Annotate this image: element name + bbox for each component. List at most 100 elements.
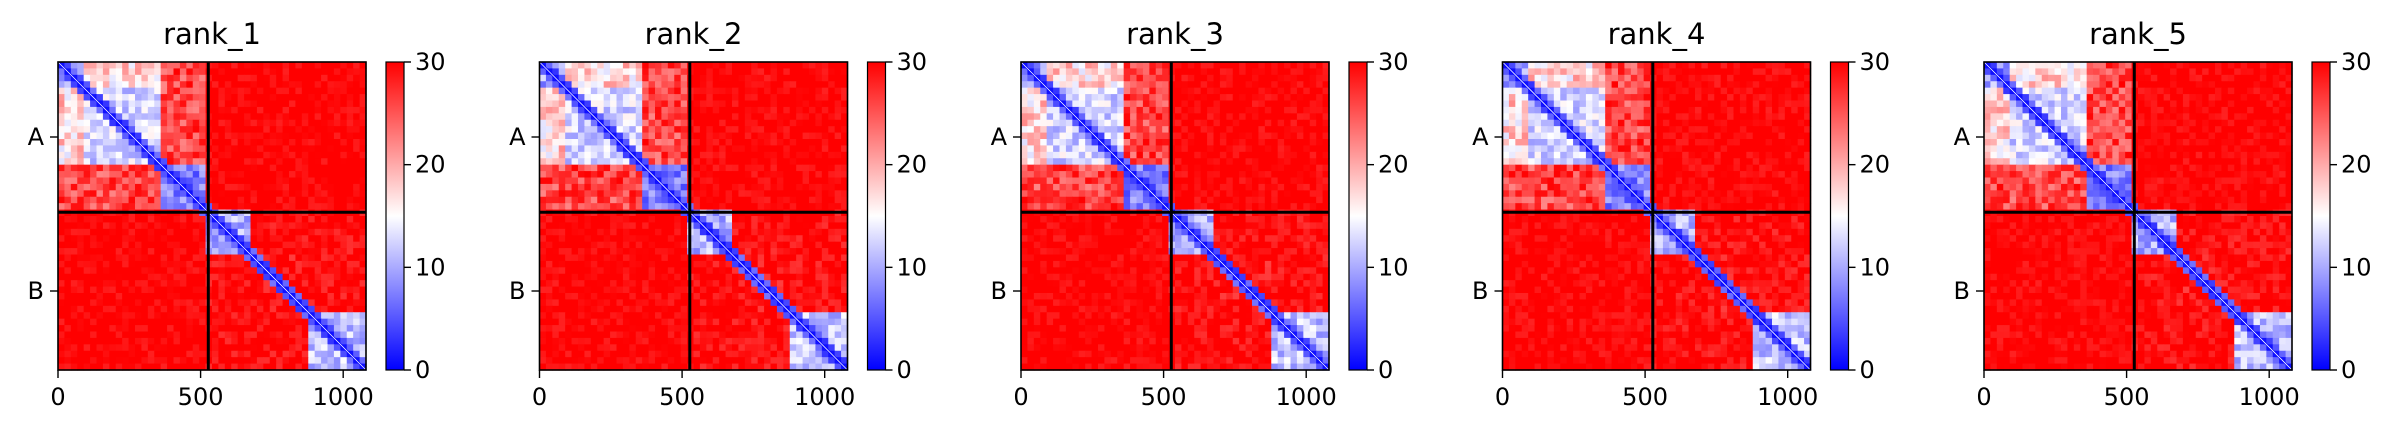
heatmap-cell	[1245, 62, 1253, 70]
heatmap-cell	[179, 228, 187, 236]
heatmap-cell	[725, 203, 733, 211]
heatmap-cell	[1110, 74, 1118, 82]
heatmap-cell	[770, 196, 778, 204]
heatmap-cell	[828, 331, 836, 339]
heatmap-cell	[680, 164, 688, 172]
heatmap-cell	[802, 318, 810, 326]
heatmap-cell	[655, 363, 663, 371]
heatmap-cell	[218, 100, 226, 108]
heatmap-cell	[141, 357, 149, 365]
heatmap-cell	[173, 222, 181, 230]
heatmap-cell	[802, 158, 810, 166]
heatmap-cell	[584, 81, 592, 89]
heatmap-cell	[1078, 81, 1086, 89]
heatmap-cell	[147, 203, 155, 211]
heatmap-cell	[340, 68, 348, 76]
heatmap-cell	[135, 81, 143, 89]
heatmap-cell	[218, 337, 226, 345]
heatmap-cell	[770, 177, 778, 185]
heatmap-cell	[263, 119, 271, 127]
heatmap-cell	[584, 350, 592, 358]
heatmap-cell	[751, 171, 759, 179]
heatmap-cell	[655, 151, 663, 159]
heatmap-cell	[590, 216, 598, 224]
heatmap-cell	[719, 318, 727, 326]
heatmap-cell	[764, 113, 772, 121]
heatmap-cell	[77, 293, 85, 301]
heatmap-cell	[584, 331, 592, 339]
heatmap-cell	[147, 222, 155, 230]
heatmap-cell	[282, 331, 290, 339]
heatmap-cell	[186, 203, 194, 211]
heatmap-cell	[1194, 100, 1202, 108]
heatmap-cell	[1104, 62, 1112, 70]
heatmap-cell	[321, 331, 329, 339]
heatmap-cell	[770, 183, 778, 191]
heatmap-cell	[160, 293, 168, 301]
heatmap-cell	[340, 139, 348, 147]
heatmap-cell	[77, 113, 85, 121]
heatmap-cell	[70, 106, 78, 114]
heatmap-cell	[282, 350, 290, 358]
heatmap-cell	[179, 325, 187, 333]
heatmap-cell	[154, 190, 162, 198]
heatmap-cell	[256, 132, 264, 140]
heatmap-cell	[821, 139, 829, 147]
heatmap-cell	[308, 241, 316, 249]
heatmap-cell	[160, 286, 168, 294]
heatmap-cell	[552, 132, 560, 140]
heatmap-cell	[776, 228, 784, 236]
heatmap-cell	[815, 216, 823, 224]
heatmap-cell	[122, 164, 130, 172]
heatmap-cell	[622, 164, 630, 172]
heatmap-cell	[680, 267, 688, 275]
heatmap-cell	[244, 139, 252, 147]
heatmap-cell	[353, 235, 361, 243]
heatmap-cell	[263, 357, 271, 365]
heatmap-cell	[122, 299, 130, 307]
heatmap-cell	[1290, 87, 1298, 95]
heatmap-cell	[712, 196, 720, 204]
heatmap-cell	[231, 228, 239, 236]
heatmap-cell	[1136, 74, 1144, 82]
heatmap-cell	[147, 267, 155, 275]
heatmap-cell	[680, 248, 688, 256]
heatmap-cell	[841, 94, 849, 102]
heatmap-cell	[674, 183, 682, 191]
heatmap-cell	[783, 126, 791, 134]
heatmap-cell	[237, 196, 245, 204]
heatmap-cell	[809, 177, 817, 185]
heatmap-cell	[244, 357, 252, 365]
heatmap-cell	[590, 241, 598, 249]
heatmap-cell	[70, 132, 78, 140]
heatmap-cell	[545, 139, 553, 147]
heatmap-cell	[256, 357, 264, 365]
heatmap-cell	[597, 267, 605, 275]
heatmap-cell	[648, 350, 656, 358]
heatmap-cell	[552, 273, 560, 281]
heatmap-cell	[815, 126, 823, 134]
heatmap-cell	[359, 228, 367, 236]
heatmap-cell	[706, 344, 714, 352]
heatmap-cell	[314, 337, 322, 345]
heatmap-cell	[584, 318, 592, 326]
heatmap-cell	[834, 132, 842, 140]
heatmap-cell	[128, 299, 136, 307]
heatmap-cell	[828, 267, 836, 275]
heatmap-cell	[70, 139, 78, 147]
heatmap-cell	[1110, 81, 1118, 89]
heatmap-cell	[83, 145, 91, 153]
heatmap-cell	[558, 318, 566, 326]
heatmap-cell	[590, 344, 598, 352]
heatmap-cell	[327, 216, 335, 224]
heatmap-cell	[237, 235, 245, 243]
heatmap-cell	[603, 318, 611, 326]
heatmap-cell	[237, 151, 245, 159]
heatmap-cell	[712, 145, 720, 153]
heatmap-cell	[603, 228, 611, 236]
heatmap-cell	[552, 325, 560, 333]
heatmap-cell	[269, 325, 277, 333]
heatmap-cell	[212, 357, 220, 365]
heatmap-cell	[58, 260, 66, 268]
